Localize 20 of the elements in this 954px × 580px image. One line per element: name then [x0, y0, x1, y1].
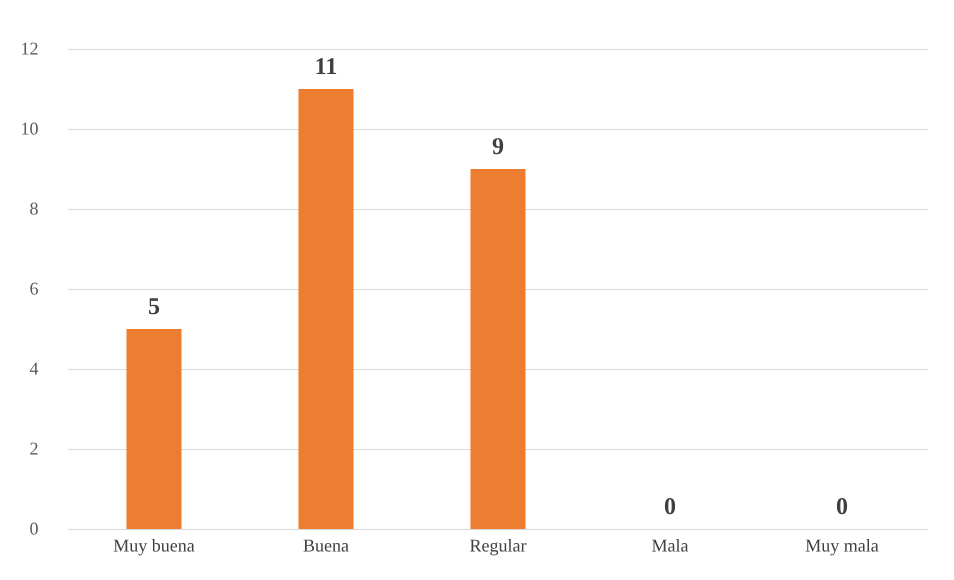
data-label: 5	[148, 294, 160, 320]
x-tick-label: Mala	[652, 536, 689, 556]
y-tick-label: 10	[20, 118, 38, 138]
x-tick-label: Muy mala	[805, 536, 879, 556]
bar	[298, 89, 354, 529]
y-tick-label: 12	[20, 38, 38, 58]
bar	[470, 169, 526, 529]
y-tick-label: 2	[30, 438, 38, 458]
data-label: 0	[664, 494, 676, 520]
bar	[126, 329, 182, 529]
data-label: 9	[492, 134, 504, 160]
y-tick-label: 0	[30, 518, 38, 538]
y-tick-label: 4	[30, 358, 38, 378]
y-tick-label: 8	[30, 198, 38, 218]
x-tick-label: Regular	[470, 536, 526, 556]
data-label: 0	[836, 494, 848, 520]
x-tick-label: Muy buena	[113, 536, 195, 556]
data-label: 11	[314, 54, 338, 80]
x-tick-label: Buena	[303, 536, 350, 556]
y-tick-label: 6	[30, 278, 38, 298]
